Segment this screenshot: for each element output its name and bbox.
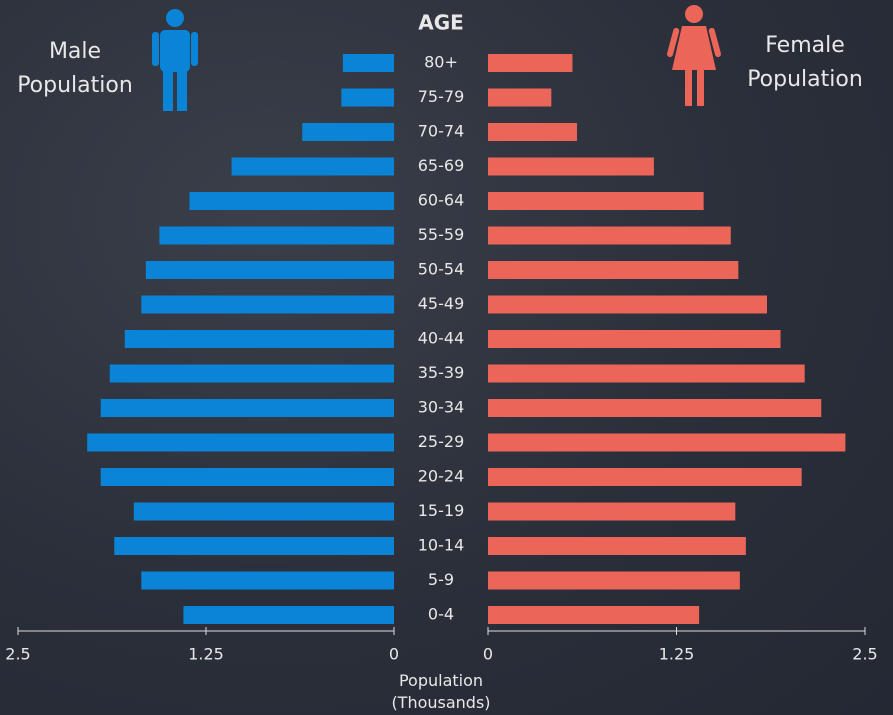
bar (488, 399, 821, 417)
bar (488, 537, 746, 555)
bar (101, 468, 394, 486)
bar (488, 192, 704, 210)
category-label: 15-19 (418, 501, 465, 520)
male-icon (152, 9, 198, 111)
bar (488, 468, 802, 486)
bar (488, 330, 781, 348)
legend-female: Female Population (730, 29, 880, 97)
bar (183, 606, 394, 624)
bar (134, 503, 394, 521)
bar (141, 296, 394, 314)
category-label: 20-24 (418, 467, 465, 486)
category-label: 70-74 (418, 122, 465, 141)
page: AGE 0 0 1.25 1.25 2.5 2.5 80+ 75-79 70-74 65-69 60… (0, 0, 893, 715)
bar (488, 503, 735, 521)
category-label: 65-69 (418, 156, 465, 175)
bar (488, 227, 731, 245)
category-label: 80+ (424, 53, 458, 72)
category-label: 30-34 (418, 398, 465, 417)
category-label: 5-9 (428, 570, 454, 589)
category-label: 45-49 (418, 294, 465, 313)
bar (488, 434, 845, 452)
y-axis-title: AGE (418, 11, 464, 35)
bar (488, 89, 551, 107)
bar (488, 54, 572, 72)
bar (125, 330, 394, 348)
category-label: 40-44 (418, 329, 465, 348)
x-axis-title: Population (Thousands) (376, 670, 506, 714)
female-icon (666, 5, 721, 106)
bar (101, 399, 394, 417)
bar (488, 261, 738, 279)
bar (488, 365, 805, 383)
chart: AGE 0 0 1.25 1.25 2.5 2.5 80+ 75-79 70-74 65-69 60… (0, 0, 893, 715)
bar (141, 572, 394, 590)
category-label: 75-79 (418, 87, 465, 106)
x-tick-label: 1.25 (659, 645, 695, 664)
bar (488, 296, 767, 314)
bar (488, 606, 699, 624)
legend-male: Male Population (0, 35, 150, 103)
bar (146, 261, 394, 279)
bar (189, 192, 394, 210)
category-label: 10-14 (418, 536, 465, 555)
bar (341, 89, 394, 107)
bar (343, 54, 394, 72)
category-label: 50-54 (418, 260, 465, 279)
x-tick-label: 2.5 (5, 645, 30, 664)
x-tick-label: 1.25 (188, 645, 224, 664)
bar (159, 227, 394, 245)
x-tick-label: 0 (389, 645, 399, 664)
bar (232, 158, 394, 176)
category-label: 55-59 (418, 225, 465, 244)
bar (87, 434, 394, 452)
bar (488, 158, 654, 176)
category-label: 60-64 (418, 191, 465, 210)
bar (110, 365, 394, 383)
x-tick-label: 2.5 (852, 645, 877, 664)
x-tick-label: 0 (483, 645, 493, 664)
category-label: 25-29 (418, 432, 465, 451)
category-label: 0-4 (428, 605, 454, 624)
bar (302, 123, 394, 141)
bar (488, 572, 740, 590)
bar (114, 537, 394, 555)
category-label: 35-39 (418, 363, 465, 382)
bar (488, 123, 577, 141)
